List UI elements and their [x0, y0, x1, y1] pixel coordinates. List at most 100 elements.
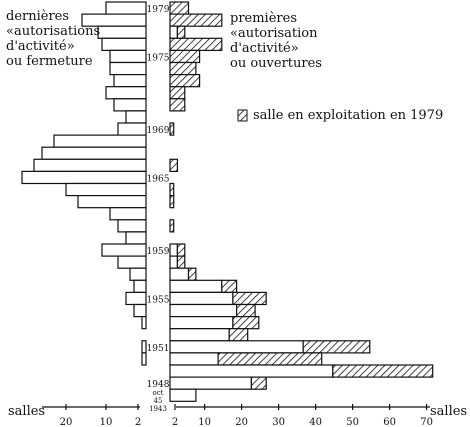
opening-bar-active-1979 — [169, 98, 186, 112]
opening-bar-active-1979 — [228, 328, 249, 342]
opening-bar-active-1979 — [169, 37, 223, 51]
year-label-bg — [147, 341, 169, 353]
year-label: 1965 — [147, 174, 170, 184]
right-tick-label: 20 — [235, 417, 248, 427]
opening-bar — [169, 376, 253, 390]
year-label-bg — [147, 172, 169, 184]
opening-bar-active-1979 — [169, 158, 179, 173]
opening-bar-active-1979 — [176, 243, 186, 257]
year-label-bg — [147, 390, 169, 415]
openings-bars — [169, 1, 434, 402]
year-label-bg — [147, 245, 169, 256]
legend-label: salle en exploitation en 1979 — [253, 108, 444, 123]
closure-bar — [97, 25, 147, 39]
opening-bar — [169, 340, 304, 354]
year-label-bg — [147, 124, 169, 135]
left-axis-title: salles — [8, 404, 46, 419]
closure-bar — [133, 279, 147, 293]
opening-bar-active-1979 — [169, 73, 201, 88]
legend-swatch — [237, 109, 248, 122]
closure-bar — [33, 158, 147, 173]
opening-bar — [169, 243, 179, 257]
year-label-bg — [147, 51, 169, 63]
left-tick-label: 2 — [135, 417, 141, 427]
opening-bar — [169, 388, 197, 402]
closure-bar — [125, 110, 147, 124]
axes: 20 10 2 2 10 20 30 40 50 60 70 — [42, 404, 433, 427]
year-label: 1975 — [147, 53, 170, 63]
closure-bar — [109, 49, 147, 64]
year-label: 1951 — [147, 344, 170, 354]
closures-bars — [21, 1, 147, 366]
opening-bar — [169, 267, 190, 281]
right-tick-label: 40 — [309, 417, 322, 427]
opening-bar-active-1979 — [169, 49, 201, 64]
closure-bar — [53, 134, 147, 148]
right-tick-label: 50 — [346, 417, 359, 427]
closure-bar — [105, 86, 147, 100]
opening-bar — [169, 328, 230, 342]
right-tick-label: 30 — [272, 417, 285, 427]
year-label: 1943 — [149, 405, 167, 413]
closure-bar — [109, 61, 147, 76]
opening-bar-active-1979 — [187, 267, 197, 281]
closure-bar — [133, 303, 147, 318]
year-label: 1955 — [147, 295, 170, 305]
year-labels: 1979 1975 1969 1965 1959 1955 1951 1948oct45194… — [147, 3, 170, 415]
closures-label: dernières «autorisations d'activité» ou … — [6, 9, 101, 69]
legend — [237, 109, 248, 122]
opening-bar-active-1979 — [169, 61, 197, 76]
closure-bar — [113, 73, 147, 88]
opening-bar — [169, 255, 179, 269]
opening-bar-active-1979 — [232, 316, 260, 330]
opening-bar — [169, 352, 219, 366]
year-label: 45 — [154, 397, 163, 405]
closure-bar — [105, 1, 147, 15]
opening-bar-active-1979 — [217, 352, 323, 366]
closure-bar — [65, 182, 147, 197]
year-label-bg — [147, 378, 169, 390]
closure-bar — [109, 207, 147, 221]
opening-bar-active-1979 — [169, 219, 175, 233]
opening-bar-active-1979 — [169, 182, 175, 197]
year-label-bg — [147, 293, 169, 305]
year-label-bg — [147, 3, 169, 14]
right-tick-label: 70 — [420, 417, 433, 427]
closure-bar — [141, 340, 147, 354]
right-tick-label: 2 — [172, 417, 178, 427]
opening-bar — [169, 303, 238, 318]
opening-bar — [169, 316, 234, 330]
opening-bar-active-1979 — [169, 86, 186, 100]
opening-bar — [169, 279, 223, 293]
closure-bar — [101, 37, 147, 51]
right-axis-title: salles — [430, 404, 468, 419]
opening-bar — [169, 364, 334, 378]
opening-bar-active-1979 — [169, 122, 175, 136]
right-tick-label: 10 — [198, 417, 211, 427]
closure-bar — [41, 146, 147, 160]
closure-bar — [117, 255, 147, 269]
opening-bar-active-1979 — [169, 13, 223, 27]
opening-bar-active-1979 — [176, 25, 186, 39]
opening-bar-active-1979 — [169, 1, 190, 15]
closure-bar — [129, 267, 147, 281]
openings-label: premières «autorisation d'activité» ou o… — [230, 11, 322, 71]
closure-bar — [77, 195, 147, 209]
closure-bar — [117, 219, 147, 233]
right-tick-label: 60 — [383, 417, 396, 427]
left-tick-label: 10 — [100, 417, 113, 427]
closure-bar — [117, 122, 147, 136]
closure-bar — [141, 316, 147, 330]
opening-bar-active-1979 — [332, 364, 434, 378]
opening-bar-active-1979 — [176, 255, 186, 269]
closure-bar — [21, 170, 147, 185]
year-label: 1979 — [147, 5, 170, 15]
year-label: 1969 — [147, 126, 170, 136]
year-label: 1959 — [147, 247, 170, 257]
closure-bar — [125, 231, 147, 245]
opening-bar-active-1979 — [250, 376, 267, 390]
left-tick-label: 20 — [60, 417, 73, 427]
closure-bar — [101, 243, 147, 257]
